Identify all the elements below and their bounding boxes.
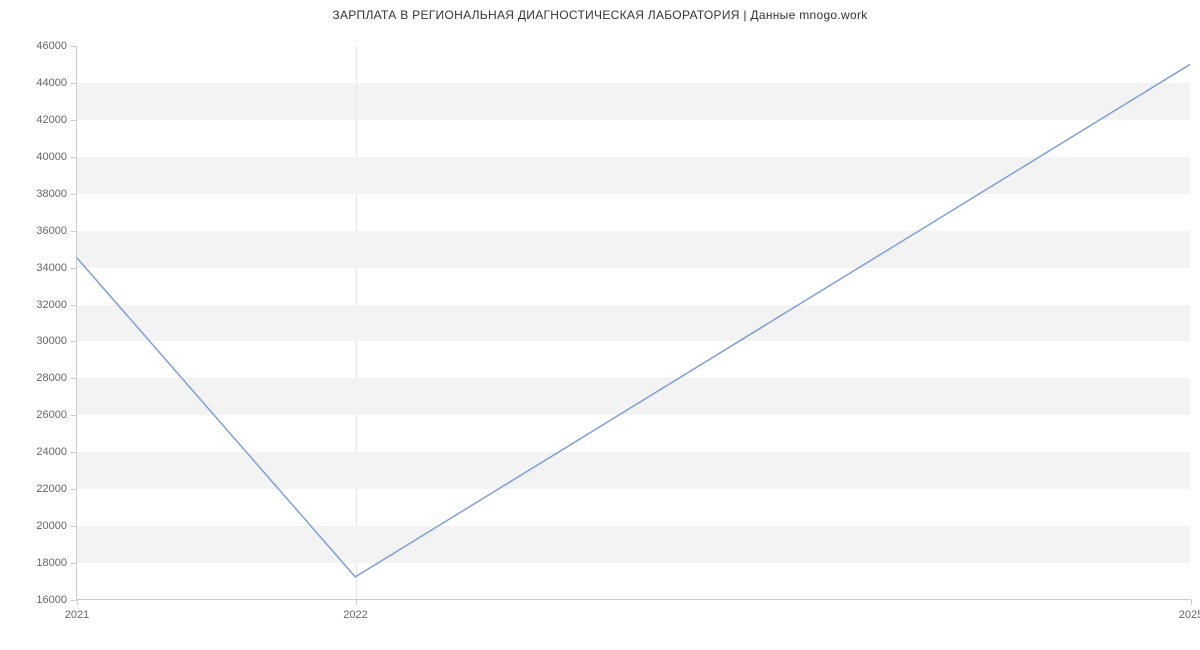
y-axis-label: 46000 [36, 40, 77, 52]
y-axis-label: 40000 [36, 151, 77, 163]
salary-chart: ЗАРПЛАТА В РЕГИОНАЛЬНАЯ ДИАГНОСТИЧЕСКАЯ … [0, 0, 1200, 650]
x-axis-label: 2025 [1179, 599, 1200, 621]
y-axis-label: 20000 [36, 520, 77, 532]
chart-title: ЗАРПЛАТА В РЕГИОНАЛЬНАЯ ДИАГНОСТИЧЕСКАЯ … [0, 8, 1200, 22]
plot-area: 1600018000200002200024000260002800030000… [76, 46, 1190, 600]
y-axis-label: 44000 [36, 77, 77, 89]
y-axis-label: 32000 [36, 299, 77, 311]
x-axis-label: 2022 [343, 599, 367, 621]
y-axis-label: 42000 [36, 114, 77, 126]
y-axis-label: 30000 [36, 335, 77, 347]
y-axis-label: 38000 [36, 188, 77, 200]
series-line-salary [77, 64, 1190, 576]
y-axis-label: 28000 [36, 372, 77, 384]
x-axis-label: 2021 [65, 599, 89, 621]
y-axis-label: 24000 [36, 446, 77, 458]
y-axis-label: 18000 [36, 557, 77, 569]
chart-svg [77, 46, 1190, 599]
y-axis-label: 34000 [36, 262, 77, 274]
y-axis-label: 36000 [36, 225, 77, 237]
y-axis-label: 26000 [36, 409, 77, 421]
y-axis-label: 22000 [36, 483, 77, 495]
